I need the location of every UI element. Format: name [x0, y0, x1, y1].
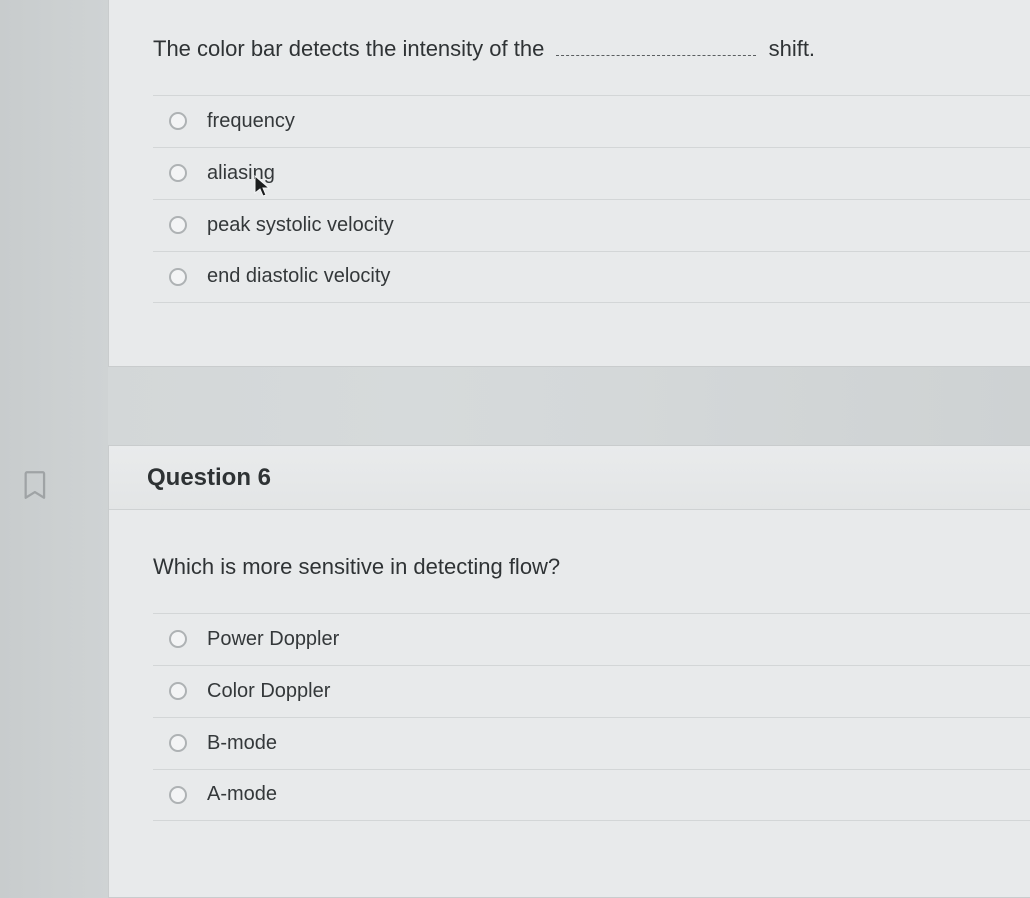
radio-icon — [169, 734, 187, 752]
bookmark-outline-icon[interactable] — [20, 468, 54, 502]
q5-option-peak-systolic-velocity[interactable]: peak systolic velocity — [153, 199, 1030, 251]
q5-option-aliasing[interactable]: aliasing — [153, 147, 1030, 199]
q6-option-b-mode[interactable]: B-mode — [153, 717, 1030, 769]
fill-in-blank — [556, 34, 756, 56]
q6-option-a-mode[interactable]: A-mode — [153, 769, 1030, 821]
radio-icon — [169, 630, 187, 648]
q6-option-color-doppler[interactable]: Color Doppler — [153, 665, 1030, 717]
q5-options: frequency aliasing peak systolic velocit… — [153, 95, 1030, 303]
option-label: frequency — [207, 110, 295, 133]
radio-icon — [169, 682, 187, 700]
q6-options: Power Doppler Color Doppler B-mode A-mod… — [153, 613, 1030, 821]
option-label: end diastolic velocity — [207, 265, 390, 288]
option-label: A-mode — [207, 783, 277, 806]
q5-option-end-diastolic-velocity[interactable]: end diastolic velocity — [153, 251, 1030, 303]
question-6-header: Question 6 — [109, 446, 1030, 510]
radio-icon — [169, 216, 187, 234]
quiz-page: The color bar detects the intensity of t… — [0, 0, 1030, 898]
question-5-card: The color bar detects the intensity of t… — [108, 0, 1030, 367]
option-label: peak systolic velocity — [207, 214, 394, 237]
question-6-card: Question 6 Which is more sensitive in de… — [108, 445, 1030, 898]
q5-text-after: shift. — [769, 36, 815, 61]
option-label: aliasing — [207, 162, 275, 185]
q5-option-frequency[interactable]: frequency — [153, 95, 1030, 147]
option-label: Power Doppler — [207, 628, 339, 651]
option-label: B-mode — [207, 732, 277, 755]
radio-icon — [169, 786, 187, 804]
question-5-text: The color bar detects the intensity of t… — [109, 0, 1030, 77]
radio-icon — [169, 164, 187, 182]
question-6-title: Question 6 — [147, 464, 271, 492]
q6-option-power-doppler[interactable]: Power Doppler — [153, 613, 1030, 665]
left-gutter — [0, 0, 108, 898]
question-6-text: Which is more sensitive in detecting flo… — [109, 510, 1030, 595]
radio-icon — [169, 268, 187, 286]
q5-text-before: The color bar detects the intensity of t… — [153, 36, 544, 61]
radio-icon — [169, 112, 187, 130]
option-label: Color Doppler — [207, 680, 330, 703]
